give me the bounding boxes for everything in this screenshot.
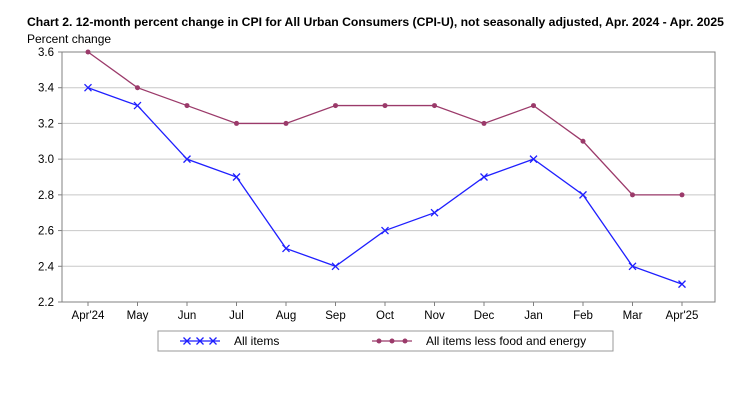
data-point — [196, 337, 204, 345]
data-point — [331, 262, 340, 271]
x-tick-label: Apr'24 — [72, 310, 105, 322]
x-tick-label: Aug — [276, 310, 296, 322]
data-point — [232, 173, 241, 181]
data-point — [209, 337, 217, 345]
legend-label: All items — [234, 334, 279, 348]
x-tick-label: Apr'25 — [666, 310, 699, 322]
data-point — [579, 190, 587, 199]
data-point — [679, 192, 685, 198]
data-point — [283, 120, 289, 126]
x-tick-label: Jun — [178, 310, 197, 322]
x-tick-label: Nov — [424, 310, 445, 322]
data-point — [333, 103, 338, 109]
y-tick-label: 2.4 — [38, 261, 55, 273]
y-axis-label: Percent change — [27, 32, 112, 46]
plot-area — [61, 51, 716, 303]
legend-item: All items less food and energy — [372, 334, 586, 348]
series-all-items — [84, 83, 686, 289]
x-tick-label: Oct — [376, 310, 395, 322]
data-point — [135, 85, 140, 91]
x-tick-label: Feb — [573, 310, 593, 322]
x-tick-label: Sep — [325, 310, 345, 322]
x-tick-label: Mar — [623, 310, 643, 322]
data-point — [432, 103, 437, 109]
x-tick-label: May — [127, 310, 149, 322]
y-tick-label: 2.6 — [38, 226, 54, 238]
data-point — [402, 338, 408, 344]
data-point — [133, 101, 142, 110]
series-all-items-less-food-and-energy — [85, 49, 685, 198]
y-tick-label: 3.2 — [38, 118, 54, 130]
data-point — [529, 155, 538, 164]
y-axis: 2.2 2.4 2.6 2.8 3.0 3.2 3.4 3.6 — [38, 47, 62, 309]
data-point — [382, 103, 388, 109]
data-point — [183, 337, 191, 345]
data-point — [531, 103, 536, 109]
y-tick-label: 3.6 — [38, 47, 54, 59]
legend: All items All items less food and energy — [157, 330, 614, 352]
data-point — [628, 262, 637, 271]
data-point — [234, 120, 239, 126]
legend-item: All items — [180, 334, 279, 348]
grid-lines — [62, 51, 715, 303]
y-tick-label: 3.4 — [38, 83, 55, 95]
y-tick-label: 3.0 — [38, 154, 54, 166]
data-point — [85, 49, 91, 55]
y-tick-label: 2.2 — [38, 297, 54, 309]
data-point — [580, 138, 586, 144]
chart-title: Chart 2. 12-month percent change in CPI … — [27, 15, 724, 29]
y-tick-label: 2.8 — [38, 190, 54, 202]
data-point — [481, 120, 487, 126]
data-point — [282, 244, 290, 253]
data-point — [480, 173, 488, 181]
x-tick-label: Dec — [474, 310, 495, 322]
series-layer — [84, 49, 686, 289]
x-tick-label: Jan — [524, 310, 543, 322]
data-point — [389, 338, 395, 344]
x-axis: Apr'24 May Jun Jul Aug Sep Oct Nov Dec Jan Feb Mar A… — [72, 302, 699, 322]
legend-items: All items All items less food and energy — [180, 334, 586, 348]
series-line — [87, 87, 683, 285]
data-point — [630, 192, 635, 198]
data-point — [84, 83, 92, 92]
data-point — [184, 103, 190, 109]
legend-label: All items less food and energy — [426, 334, 586, 348]
data-point — [430, 208, 439, 217]
data-point — [376, 338, 382, 344]
x-tick-label: Jul — [229, 310, 244, 322]
data-point — [183, 155, 191, 164]
data-point — [381, 226, 389, 235]
data-point — [678, 280, 686, 289]
